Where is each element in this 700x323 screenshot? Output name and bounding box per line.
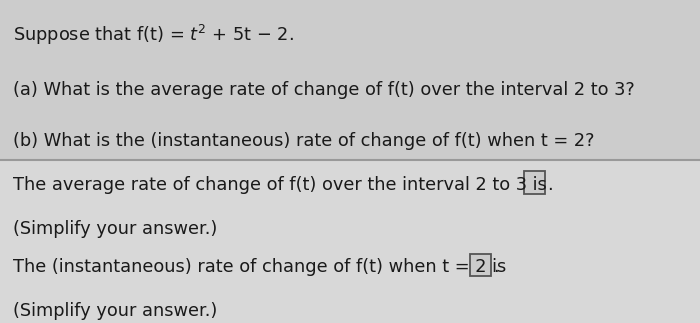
Text: The (instantaneous) rate of change of f(t) when t = 2 is: The (instantaneous) rate of change of f(… <box>13 258 512 276</box>
Bar <box>470 254 491 276</box>
Bar <box>524 171 545 194</box>
Text: .: . <box>547 176 553 194</box>
Bar <box>0 0 700 160</box>
Text: .: . <box>494 258 499 276</box>
Text: (Simplify your answer.): (Simplify your answer.) <box>13 302 217 320</box>
Text: (a) What is the average rate of change of f(t) over the interval 2 to 3?: (a) What is the average rate of change o… <box>13 81 634 99</box>
Text: The average rate of change of f(t) over the interval 2 to 3 is: The average rate of change of f(t) over … <box>13 176 552 194</box>
Text: (Simplify your answer.): (Simplify your answer.) <box>13 220 217 238</box>
Bar <box>0 160 700 323</box>
Text: (b) What is the (instantaneous) rate of change of f(t) when t = 2?: (b) What is the (instantaneous) rate of … <box>13 132 594 151</box>
Text: Suppose that f(t) = $t^2$ + 5t − 2.: Suppose that f(t) = $t^2$ + 5t − 2. <box>13 23 293 47</box>
